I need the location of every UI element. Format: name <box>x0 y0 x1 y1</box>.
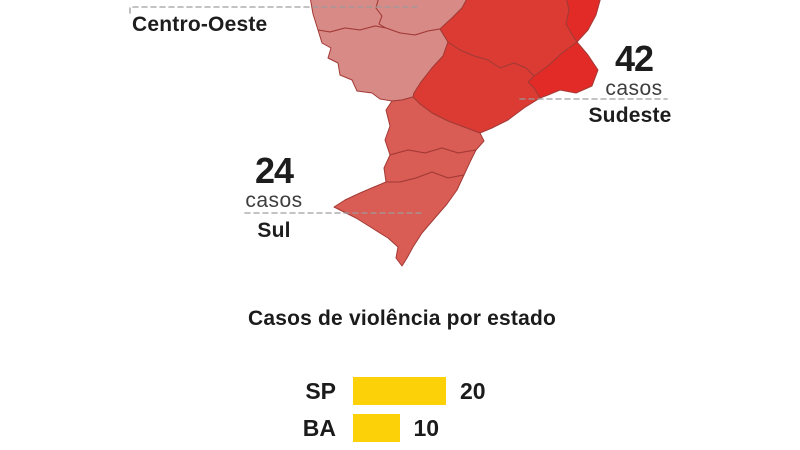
region-centro-oeste <box>310 0 467 102</box>
bar-category-label: SP <box>305 377 336 404</box>
leader-lines <box>129 6 668 214</box>
bar-ba <box>353 414 400 442</box>
sudeste-label: Sudeste <box>588 104 672 127</box>
sul-cases-word: casos <box>245 189 303 212</box>
bar-value-label: 10 <box>413 414 440 441</box>
centro-oeste-label: Centro-Oeste <box>132 13 268 36</box>
sudeste-cases-word: casos <box>605 77 663 100</box>
state-rio-grande-do-sul <box>333 171 465 267</box>
sudeste-annotation: 42 casos <box>592 38 676 101</box>
region-sul <box>333 96 485 267</box>
sul-annotation: 24 casos <box>232 150 316 213</box>
bar-value-label: 20 <box>460 377 486 404</box>
leader-centro-oeste <box>129 6 419 14</box>
bar-row-ba: BA 10 <box>280 414 439 442</box>
sul-cases-number: 24 <box>254 150 294 191</box>
sul-label: Sul <box>257 219 291 242</box>
bar-category-label: BA <box>302 414 336 441</box>
sudeste-cases-number: 42 <box>614 38 654 79</box>
bar-sp <box>353 377 446 405</box>
bar-row-sp: SP 20 <box>280 377 486 405</box>
region-sudeste <box>412 0 601 134</box>
chart-title: Casos de violência por estado <box>247 307 557 330</box>
state-sao-paulo <box>412 41 541 134</box>
